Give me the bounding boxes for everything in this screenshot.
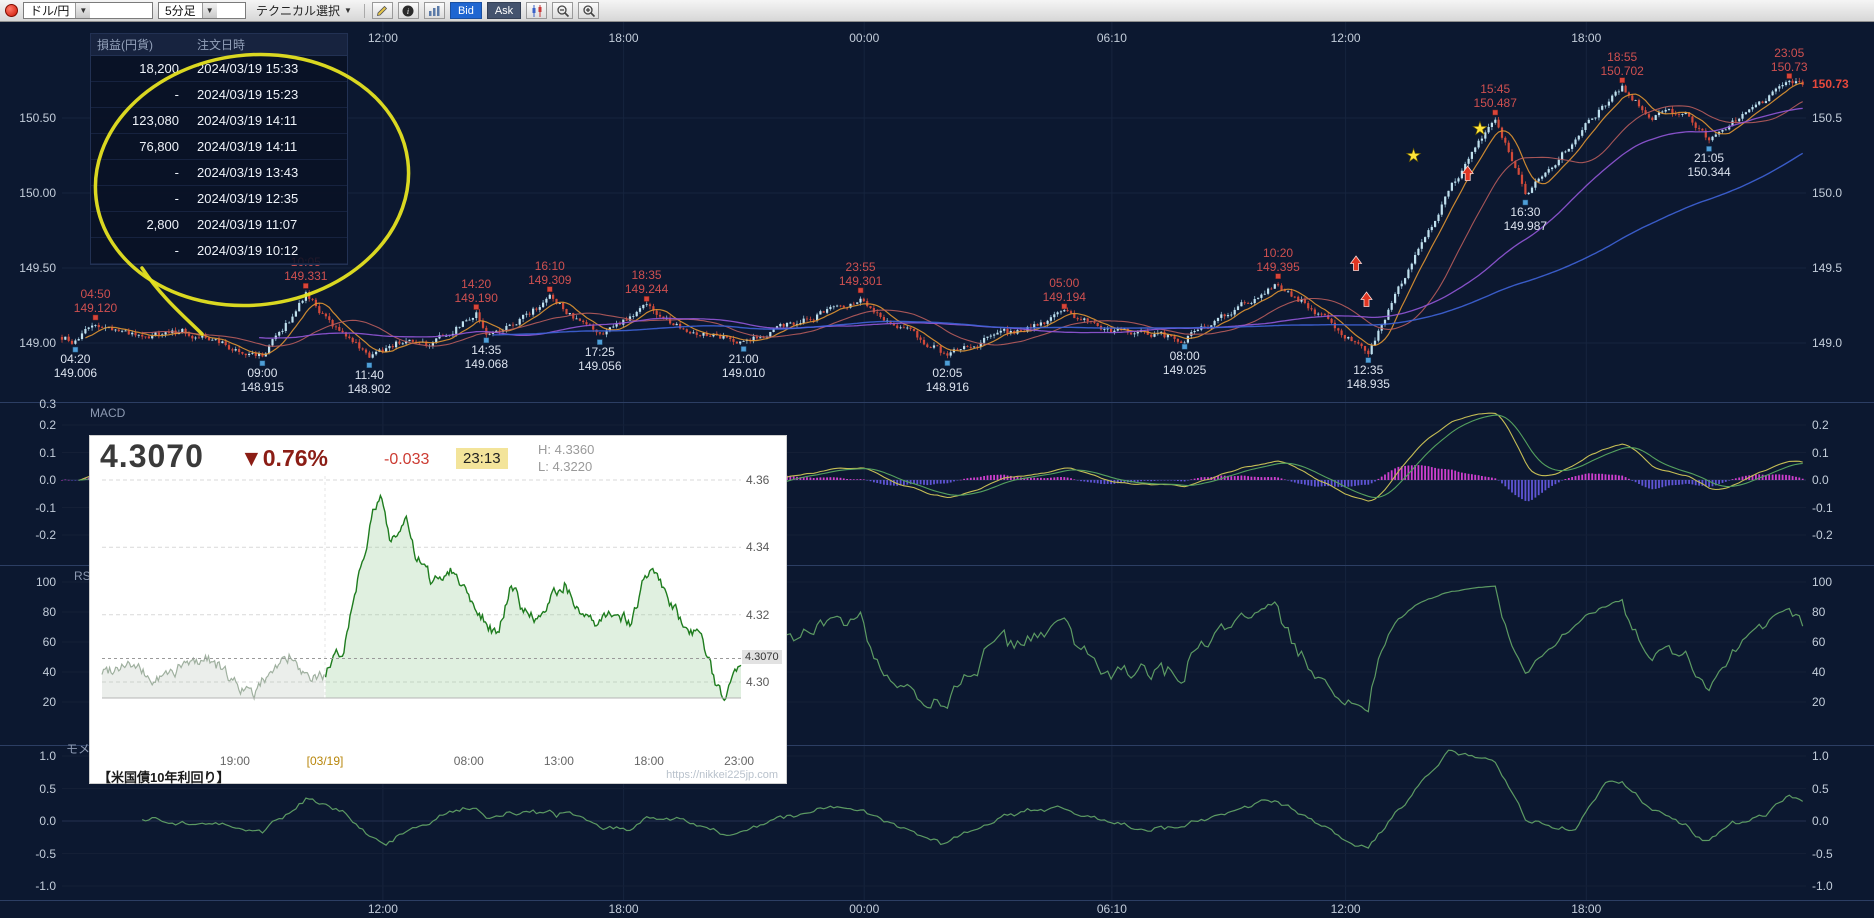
yield-x-axis-label: 19:00: [219, 754, 250, 768]
yield-chart: [101, 476, 742, 702]
yield-change: -0.033: [384, 451, 430, 468]
info-button[interactable]: i: [397, 2, 419, 19]
technical-select-label: テクニカル選択: [256, 4, 341, 18]
info-icon: i: [402, 5, 414, 16]
yield-low: L: 4.3220: [538, 459, 593, 474]
bid-label: Bid: [457, 4, 474, 17]
yield-title: 【米国債10年利回り】: [98, 770, 230, 785]
order-row[interactable]: 123,080 2024/03/19 14:11: [91, 108, 347, 134]
orders-table-header: 損益(円貨) 注文日時: [91, 34, 347, 56]
order-datetime: 2024/03/19 11:07: [197, 217, 298, 232]
order-datetime: 2024/03/19 14:11: [197, 113, 298, 128]
order-pl-value: -: [174, 243, 179, 258]
order-datetime: 2024/03/19 15:33: [197, 61, 299, 76]
order-datetime: 2024/03/19 14:11: [197, 139, 298, 154]
momentum-series: [141, 749, 1804, 849]
moving-average-lines: [85, 82, 1804, 356]
order-pl-value: 18,200: [139, 61, 179, 76]
zoom-in-icon: [583, 4, 595, 17]
yield-y-axis-label: 4.34: [746, 540, 770, 555]
order-row[interactable]: 76,800 2024/03/19 14:11: [91, 134, 347, 160]
draw-tool-button[interactable]: [371, 2, 393, 19]
buy-arrow-marker: [1360, 291, 1373, 307]
yield-y-axis-label: 4.36: [746, 473, 770, 487]
order-row[interactable]: - 2024/03/19 10:12: [91, 238, 347, 264]
toolbar-divider: [363, 3, 365, 18]
yield-high: H: 4.3360: [538, 442, 595, 457]
bid-button[interactable]: Bid: [449, 2, 482, 19]
order-datetime: 2024/03/19 12:35: [197, 191, 299, 206]
order-row[interactable]: - 2024/03/19 12:35: [91, 186, 347, 212]
timeframe-select-value: 5分足: [165, 4, 196, 18]
ask-button[interactable]: Ask: [486, 2, 522, 19]
buy-arrow-marker: [1349, 255, 1363, 271]
yield-x-axis-label: 18:00: [633, 754, 664, 768]
ask-label: Ask: [494, 4, 514, 17]
rsi-panel-label: RSI: [74, 569, 95, 583]
order-row[interactable]: 18,200 2024/03/19 15:33: [91, 56, 347, 82]
toolbar: ドル/円 ▼ 5分足 ▼ テクニカル選択 ▼ i Bid Ask: [0, 0, 1874, 22]
yield-time: 23:13: [456, 448, 508, 469]
order-pl-value: -: [174, 87, 179, 102]
order-row[interactable]: - 2024/03/19 13:43: [91, 160, 347, 186]
trade-markers: ★★: [72, 73, 1793, 368]
candlestick-icon: [532, 4, 542, 17]
chart-type-button[interactable]: [526, 2, 548, 19]
order-pl-value: 76,800: [139, 139, 179, 154]
yield-high-low: H: 4.3360 L: 4.3220: [538, 441, 594, 475]
pencil-icon: [377, 5, 388, 16]
yield-x-axis-label: 13:00: [543, 754, 574, 768]
order-pl-value: -: [174, 191, 179, 206]
chevron-down-icon: ▼: [75, 3, 91, 18]
watermark: https://nikkei225jp.com: [666, 769, 778, 781]
yield-y-axis-label: 4.32: [746, 607, 770, 622]
yield-x-axis-label: [03/19]: [306, 754, 344, 768]
buy-arrow-marker: [1461, 165, 1474, 181]
timeframe-select[interactable]: 5分足 ▼: [158, 2, 246, 19]
order-datetime: 2024/03/19 13:43: [197, 165, 299, 180]
chart-bars-icon: [429, 5, 440, 16]
zoom-in-button[interactable]: [578, 2, 600, 19]
technical-select[interactable]: テクニカル選択 ▼: [251, 2, 357, 19]
yield-y-axis-label: 4.30: [746, 675, 770, 690]
pair-select-value: ドル/円: [30, 4, 70, 18]
order-row[interactable]: - 2024/03/19 15:23: [91, 82, 347, 108]
order-pl-value: -: [174, 165, 179, 180]
yield-x-axis-label: 23:00: [724, 754, 755, 768]
yield-chart-canvas: [101, 476, 742, 702]
pair-select[interactable]: ドル/円 ▼: [23, 2, 153, 19]
orders-table-header-pl: 損益(円貨): [97, 38, 153, 52]
orders-table: 損益(円貨) 注文日時 18,200 2024/03/19 15:33 - 2024/…: [90, 33, 348, 265]
chevron-down-icon: ▼: [344, 6, 352, 15]
star-marker: ★: [1472, 119, 1488, 139]
volume-button[interactable]: [423, 2, 445, 19]
order-datetime: 2024/03/19 15:23: [197, 87, 299, 102]
zoom-out-icon: [557, 4, 569, 17]
orders-table-header-time: 注文日時: [197, 38, 246, 52]
yield-value: 4.3070: [100, 438, 204, 474]
chevron-down-icon: ▼: [201, 3, 217, 18]
order-pl-value: 2,800: [146, 217, 179, 232]
yield-current-tag: 4.3070: [742, 650, 782, 665]
chart-area: ★ ★ 150.50 150.5 150.00 150.0 149.50 149.5 149.…: [0, 22, 1874, 918]
yield-inset-panel: 4.3070 ▼0.76% -0.033 23:13 H: 4.3360 L: …: [90, 436, 786, 785]
order-pl-value: 123,080: [132, 113, 179, 128]
app-icon: [5, 4, 18, 17]
order-row[interactable]: 2,800 2024/03/19 11:07: [91, 212, 347, 238]
star-marker: ★: [1406, 146, 1422, 166]
zoom-out-button[interactable]: [552, 2, 574, 19]
yield-x-axis-label: 08:00: [453, 754, 484, 768]
macd-panel-label: MACD: [90, 406, 126, 420]
yield-change-percent: ▼0.76%: [240, 445, 328, 471]
orders-table-body: 18,200 2024/03/19 15:33 - 2024/03/19 15:23 1…: [91, 56, 347, 264]
order-datetime: 2024/03/19 10:12: [197, 243, 299, 258]
svg-text:i: i: [407, 7, 409, 16]
